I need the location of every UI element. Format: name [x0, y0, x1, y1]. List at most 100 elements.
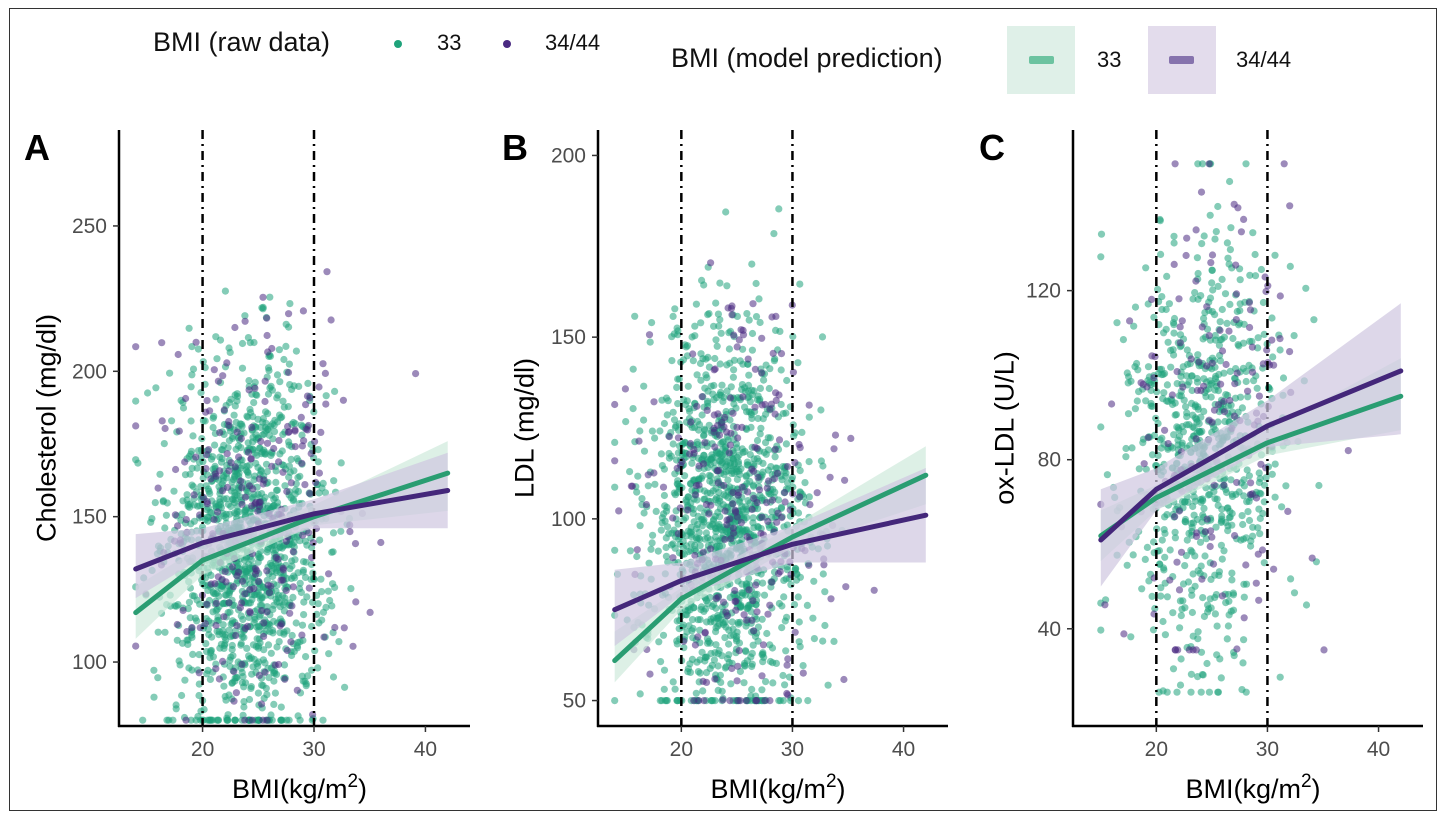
point-33: [304, 379, 312, 387]
point-3444: [203, 397, 211, 405]
point-3444: [188, 623, 196, 632]
point-33: [288, 631, 296, 640]
point-3444: [1164, 440, 1172, 448]
point-33: [706, 477, 714, 485]
point-3444: [707, 545, 715, 553]
point-33: [278, 544, 286, 552]
point-3444: [351, 540, 360, 548]
point-3444: [728, 311, 736, 319]
point-33: [279, 601, 288, 609]
point-3444: [252, 498, 260, 507]
point-33: [669, 440, 677, 448]
point-3444: [1126, 317, 1134, 325]
point-33: [803, 601, 812, 610]
x-tick-label: 40: [414, 738, 437, 761]
point-33: [629, 365, 637, 373]
point-33: [298, 672, 306, 680]
point-33: [220, 682, 228, 690]
point-3444: [171, 511, 179, 519]
point-3444: [1248, 368, 1257, 376]
point-33: [1199, 335, 1207, 343]
point-33: [314, 664, 322, 672]
point-33: [1206, 294, 1215, 302]
point-33: [1239, 659, 1247, 667]
point-3444: [241, 624, 249, 633]
point-3444: [789, 368, 798, 376]
point-33: [1190, 424, 1198, 432]
point-33: [1229, 334, 1237, 343]
point-33: [1211, 331, 1219, 340]
point-33: [1310, 316, 1318, 324]
point-33: [1171, 411, 1179, 419]
point-33: [749, 482, 758, 490]
point-33: [1185, 529, 1193, 538]
point-3444: [781, 488, 789, 497]
point-33: [1188, 386, 1196, 395]
point-33: [1123, 561, 1131, 569]
point-33: [1200, 375, 1208, 383]
point-33: [710, 322, 718, 330]
point-33: [296, 472, 304, 480]
point-33: [222, 514, 230, 522]
point-33: [1157, 592, 1165, 600]
point-33: [730, 400, 738, 408]
point-3444: [1246, 323, 1254, 332]
point-33: [1127, 377, 1135, 385]
y-tick-label: 100: [72, 651, 107, 674]
point-33: [1249, 532, 1257, 540]
point-3444: [1232, 290, 1241, 298]
point-3444: [715, 466, 723, 475]
point-33: [696, 616, 704, 624]
point-33: [747, 607, 755, 616]
point-33: [795, 618, 803, 626]
point-33: [1223, 635, 1231, 643]
point-33: [726, 593, 734, 602]
point-33: [233, 673, 241, 682]
point-33: [794, 593, 802, 601]
point-3444: [283, 487, 291, 496]
point-3444: [265, 589, 274, 597]
point-33: [1223, 239, 1231, 247]
point-33: [237, 641, 245, 649]
point-33: [792, 576, 801, 584]
point-33: [1230, 652, 1238, 660]
point-33: [257, 467, 265, 475]
panel-B: B 20 30 40 50 100 150 200 BMI(kg/m2) LDL (mg/dl): [502, 127, 948, 804]
point-33: [186, 614, 194, 622]
point-33: [691, 546, 699, 554]
point-33: [1227, 224, 1235, 232]
point-33: [286, 565, 294, 573]
point-33: [655, 638, 663, 646]
point-3444: [263, 439, 272, 447]
point-3444: [739, 393, 747, 401]
point-33: [1177, 392, 1185, 400]
point-33: [1214, 387, 1222, 395]
point-33: [134, 459, 142, 467]
legend-model-33-label: 33: [1097, 47, 1122, 72]
point-33: [1181, 518, 1190, 526]
point-33: [189, 432, 197, 440]
point-33: [244, 334, 252, 342]
point-33: [1157, 444, 1165, 452]
point-3444: [714, 479, 722, 487]
point-33: [719, 438, 727, 446]
point-33: [707, 615, 715, 623]
point-33: [686, 407, 694, 416]
point-33: [1226, 300, 1234, 308]
point-33: [225, 437, 233, 445]
point-3444: [264, 581, 272, 589]
point-3444: [1171, 513, 1179, 521]
point-3444: [759, 641, 768, 649]
point-3444: [259, 716, 267, 724]
point-33: [251, 613, 259, 621]
point-3444: [743, 616, 751, 624]
point-33: [735, 525, 743, 533]
point-33: [755, 295, 763, 303]
point-3444: [1286, 348, 1294, 356]
point-33: [303, 593, 311, 601]
point-3444: [1193, 529, 1201, 537]
point-33: [725, 651, 733, 659]
point-33: [273, 643, 281, 651]
point-3444: [1197, 188, 1206, 196]
point-3444: [285, 310, 293, 318]
